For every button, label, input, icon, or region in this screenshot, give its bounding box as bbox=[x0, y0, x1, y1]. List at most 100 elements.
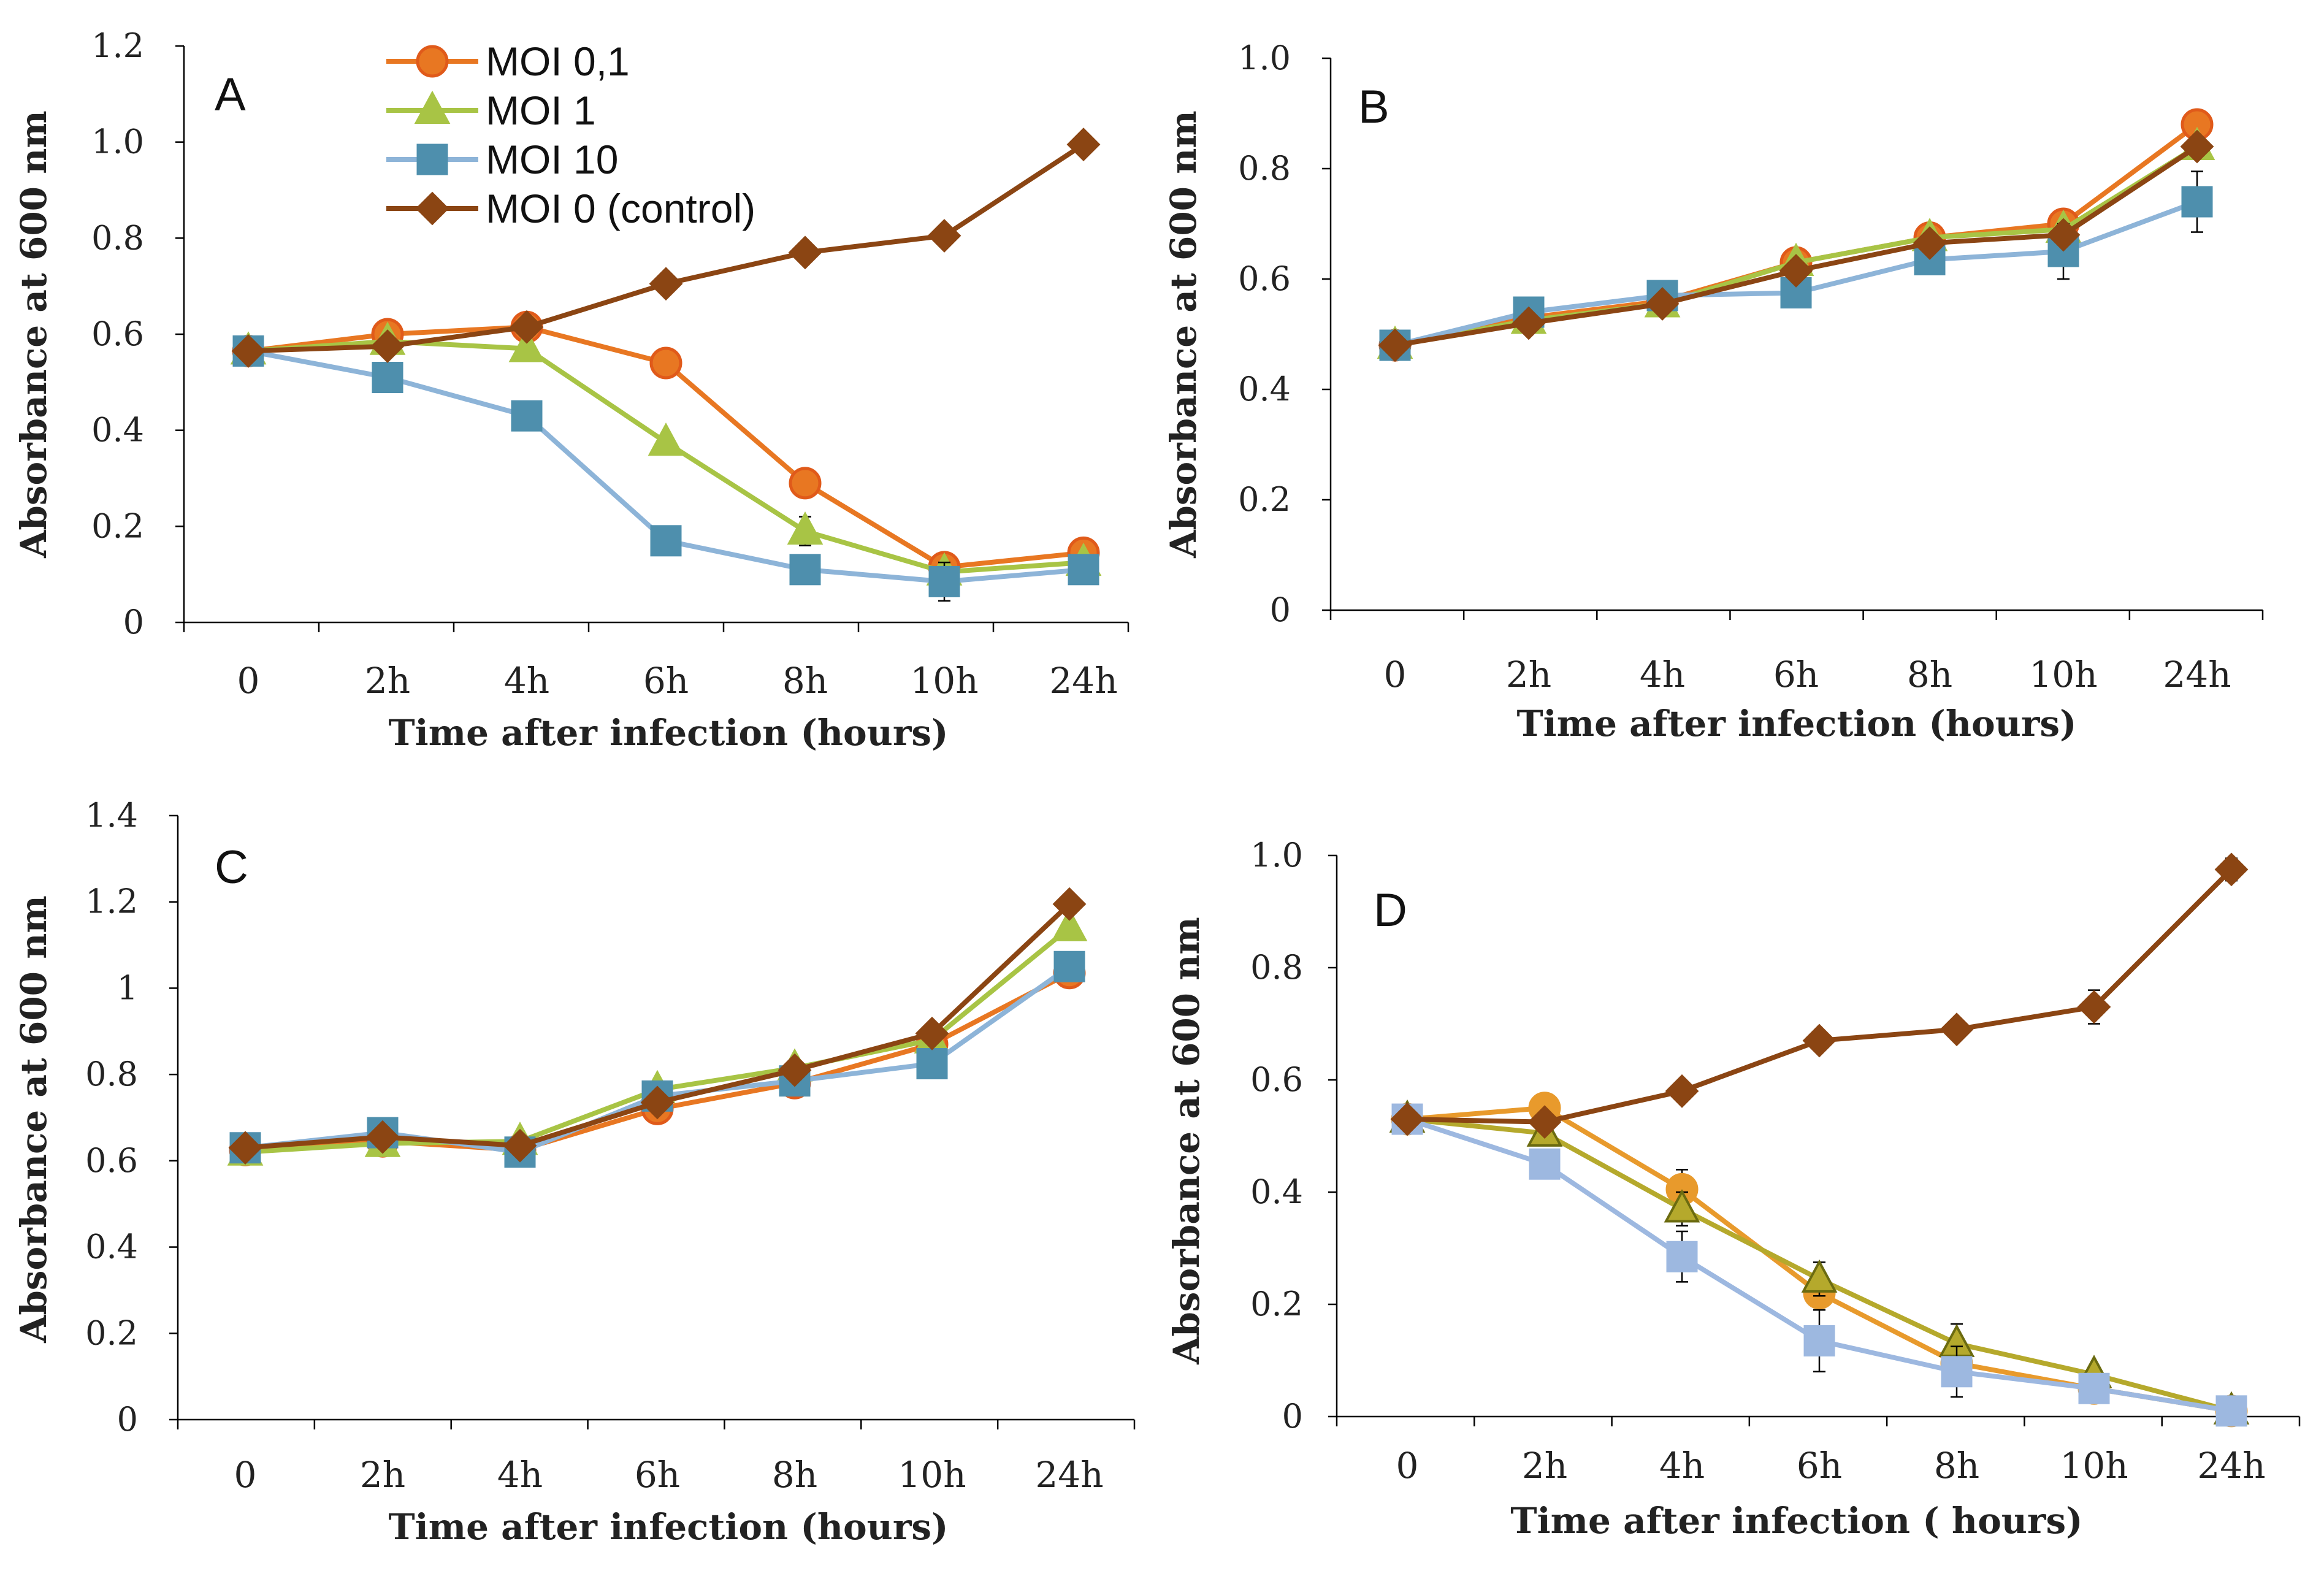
panel-d: 0 0.2 0.4 0.6 0.8 1.0 0 2h 4h 6h 8h 10h 24h Time afte… bbox=[1166, 836, 2301, 1542]
panel-b: 0 0.2 0.4 0.6 0.8 1.0 0 2h 4h 6h 8h 10h 24h Time afte… bbox=[1163, 39, 2264, 744]
data-point bbox=[1390, 1102, 1424, 1136]
data-point bbox=[778, 1053, 812, 1087]
legend-label: MOI 0 (control) bbox=[486, 186, 755, 231]
series-moi-0-control- bbox=[1378, 129, 2214, 362]
data-point bbox=[1052, 887, 1087, 921]
series-moi-10 bbox=[229, 951, 1085, 1168]
y-tick-label: 1 bbox=[117, 968, 138, 1007]
panel-letter: B bbox=[1358, 81, 1389, 133]
legend-entry: MOI 0,1 bbox=[386, 39, 630, 84]
x-tick-label: 10h bbox=[2029, 654, 2097, 695]
x-tick-label: 8h bbox=[782, 660, 828, 702]
x-tick-label: 24h bbox=[1049, 660, 1117, 702]
y-tick-label: 1.0 bbox=[1250, 836, 1303, 874]
x-tick-label: 0 bbox=[234, 1454, 257, 1496]
x-tick-label: 0 bbox=[1384, 654, 1407, 695]
x-tick-label: 24h bbox=[1035, 1454, 1103, 1496]
y-tick-label: 1.0 bbox=[91, 123, 144, 161]
y-tick-label: 0.8 bbox=[85, 1055, 138, 1093]
legend-label: MOI 0,1 bbox=[486, 39, 630, 84]
series-moi-0-control- bbox=[1390, 852, 2249, 1139]
data-point bbox=[928, 565, 960, 597]
x-tick-label: 2h bbox=[1522, 1445, 1567, 1486]
y-tick-label: 0.6 bbox=[1250, 1060, 1303, 1099]
series-line bbox=[1407, 868, 2233, 1125]
data-point bbox=[510, 310, 544, 344]
x-tick-label: 8h bbox=[1934, 1445, 1979, 1486]
data-point bbox=[2214, 852, 2249, 887]
x-tick-label: 10h bbox=[898, 1454, 966, 1496]
data-point bbox=[649, 267, 683, 301]
data-point bbox=[640, 1085, 675, 1120]
data-point bbox=[508, 329, 545, 362]
data-point bbox=[372, 362, 403, 393]
y-tick-label: 1.4 bbox=[85, 796, 138, 835]
data-point bbox=[2077, 990, 2111, 1024]
x-axis-title: Time after infection ( hours) bbox=[1510, 1500, 2082, 1542]
data-point bbox=[365, 1120, 400, 1154]
data-point bbox=[787, 511, 824, 545]
y-tick-label: 0 bbox=[1270, 591, 1291, 629]
y-tick-label: 0.2 bbox=[85, 1314, 138, 1352]
x-tick-label: 4h bbox=[504, 660, 549, 702]
panel-letter: D bbox=[1374, 884, 1407, 936]
y-tick-label: 0.2 bbox=[1238, 480, 1291, 519]
y-tick-label: 0.4 bbox=[91, 411, 144, 449]
x-tick-label: 10h bbox=[910, 660, 978, 702]
series-moi-0-control- bbox=[228, 887, 1087, 1165]
panel-c: 0 0.2 0.4 0.6 0.8 1 1.2 1.4 0 2h 4h 6h 8h 10h 24h Time … bbox=[13, 796, 1136, 1548]
y-tick-label: 0.2 bbox=[1250, 1285, 1303, 1323]
y-axis-title: Absorbance at 600 nm bbox=[13, 110, 55, 559]
data-point bbox=[916, 1048, 948, 1080]
legend-entry: MOI 10 bbox=[386, 137, 618, 182]
x-tick-label: 2h bbox=[1506, 654, 1551, 695]
data-point bbox=[1665, 1074, 1699, 1108]
y-tick-label: 0.2 bbox=[91, 507, 144, 545]
legend-marker bbox=[416, 143, 448, 175]
x-axis-title: Time after infection (hours) bbox=[389, 1506, 949, 1548]
data-point bbox=[789, 554, 821, 586]
data-point bbox=[2180, 129, 2214, 164]
series-line bbox=[248, 142, 1085, 354]
data-point bbox=[1066, 128, 1101, 161]
data-point bbox=[1941, 1356, 1973, 1388]
data-point bbox=[788, 235, 822, 270]
y-tick-label: 0.4 bbox=[1238, 370, 1291, 408]
series-moi-1 bbox=[1389, 1099, 2250, 1425]
data-point bbox=[1779, 254, 1813, 288]
y-tick-label: 0 bbox=[1282, 1397, 1303, 1436]
x-axis-title: Time after infection (hours) bbox=[1517, 703, 2077, 744]
x-tick-label: 4h bbox=[1659, 1445, 1705, 1486]
data-point bbox=[650, 525, 682, 557]
y-tick-label: 0.4 bbox=[1250, 1172, 1303, 1211]
data-point bbox=[1940, 1012, 1974, 1047]
y-axis-title: Absorbance at 600 nm bbox=[1166, 917, 1207, 1365]
data-point bbox=[927, 219, 961, 253]
y-tick-label: 0.8 bbox=[91, 218, 144, 257]
data-point bbox=[1378, 328, 1412, 362]
series-moi-10 bbox=[232, 335, 1099, 602]
data-point bbox=[1051, 908, 1088, 941]
data-point bbox=[915, 1016, 949, 1050]
x-tick-label: 8h bbox=[772, 1454, 817, 1496]
data-point bbox=[1068, 554, 1099, 586]
series-moi-0-control- bbox=[231, 128, 1101, 368]
x-tick-label: 6h bbox=[643, 660, 689, 702]
data-point bbox=[1529, 1148, 1561, 1180]
data-point bbox=[228, 1131, 262, 1165]
legend-marker bbox=[416, 45, 449, 78]
data-point bbox=[1801, 1259, 1838, 1293]
y-tick-label: 0.8 bbox=[1238, 149, 1291, 188]
data-point bbox=[1527, 1105, 1562, 1139]
x-tick-label: 6h bbox=[1773, 654, 1819, 695]
x-tick-label: 6h bbox=[1797, 1445, 1842, 1486]
data-point bbox=[503, 1128, 537, 1163]
data-point bbox=[1913, 226, 1947, 260]
y-axis-title: Absorbance at 600 nm bbox=[1163, 110, 1204, 559]
x-tick-label: 8h bbox=[1907, 654, 1952, 695]
y-tick-label: 0.6 bbox=[91, 315, 144, 353]
legend-entry: MOI 0 (control) bbox=[386, 186, 755, 231]
y-tick-label: 0 bbox=[123, 603, 144, 641]
y-tick-label: 0.6 bbox=[85, 1141, 138, 1180]
